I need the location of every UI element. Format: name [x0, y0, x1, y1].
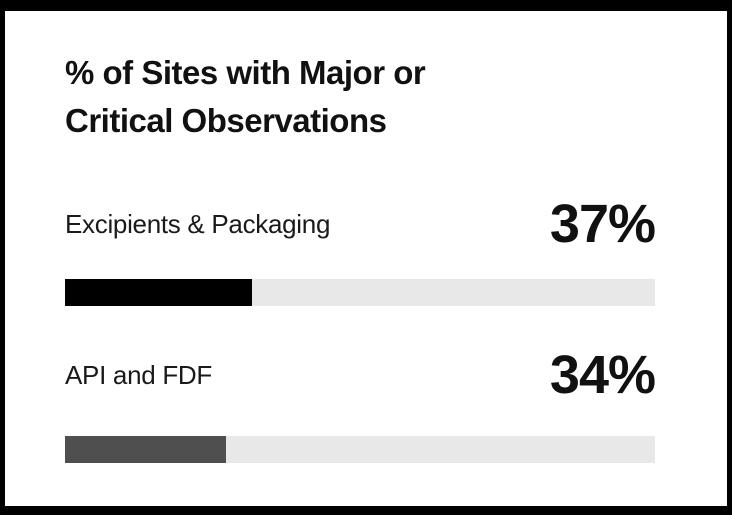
chart-card: % of Sites with Major or Critical Observ… [5, 11, 727, 506]
chart-title-line1: % of Sites with Major or [65, 54, 426, 91]
bar-row-api-fdf: API and FDF 34% [65, 345, 656, 405]
bar-label-excipients-packaging: Excipients & Packaging [65, 208, 331, 239]
chart-title-line2: Critical Observations [65, 102, 387, 139]
bar-value-api-fdf: 34% [549, 345, 656, 405]
bar-track-excipients-packaging [65, 279, 655, 306]
chart-title: % of Sites with Major or Critical Observ… [65, 49, 665, 145]
bar-row-excipients-packaging: Excipients & Packaging 37% [65, 194, 656, 254]
bar-value-excipients-packaging: 37% [549, 194, 656, 254]
bar-fill-api-fdf [65, 436, 227, 463]
bar-track-api-fdf [65, 436, 655, 463]
bar-fill-excipients-packaging [65, 279, 253, 306]
bar-label-api-fdf: API and FDF [65, 359, 212, 390]
